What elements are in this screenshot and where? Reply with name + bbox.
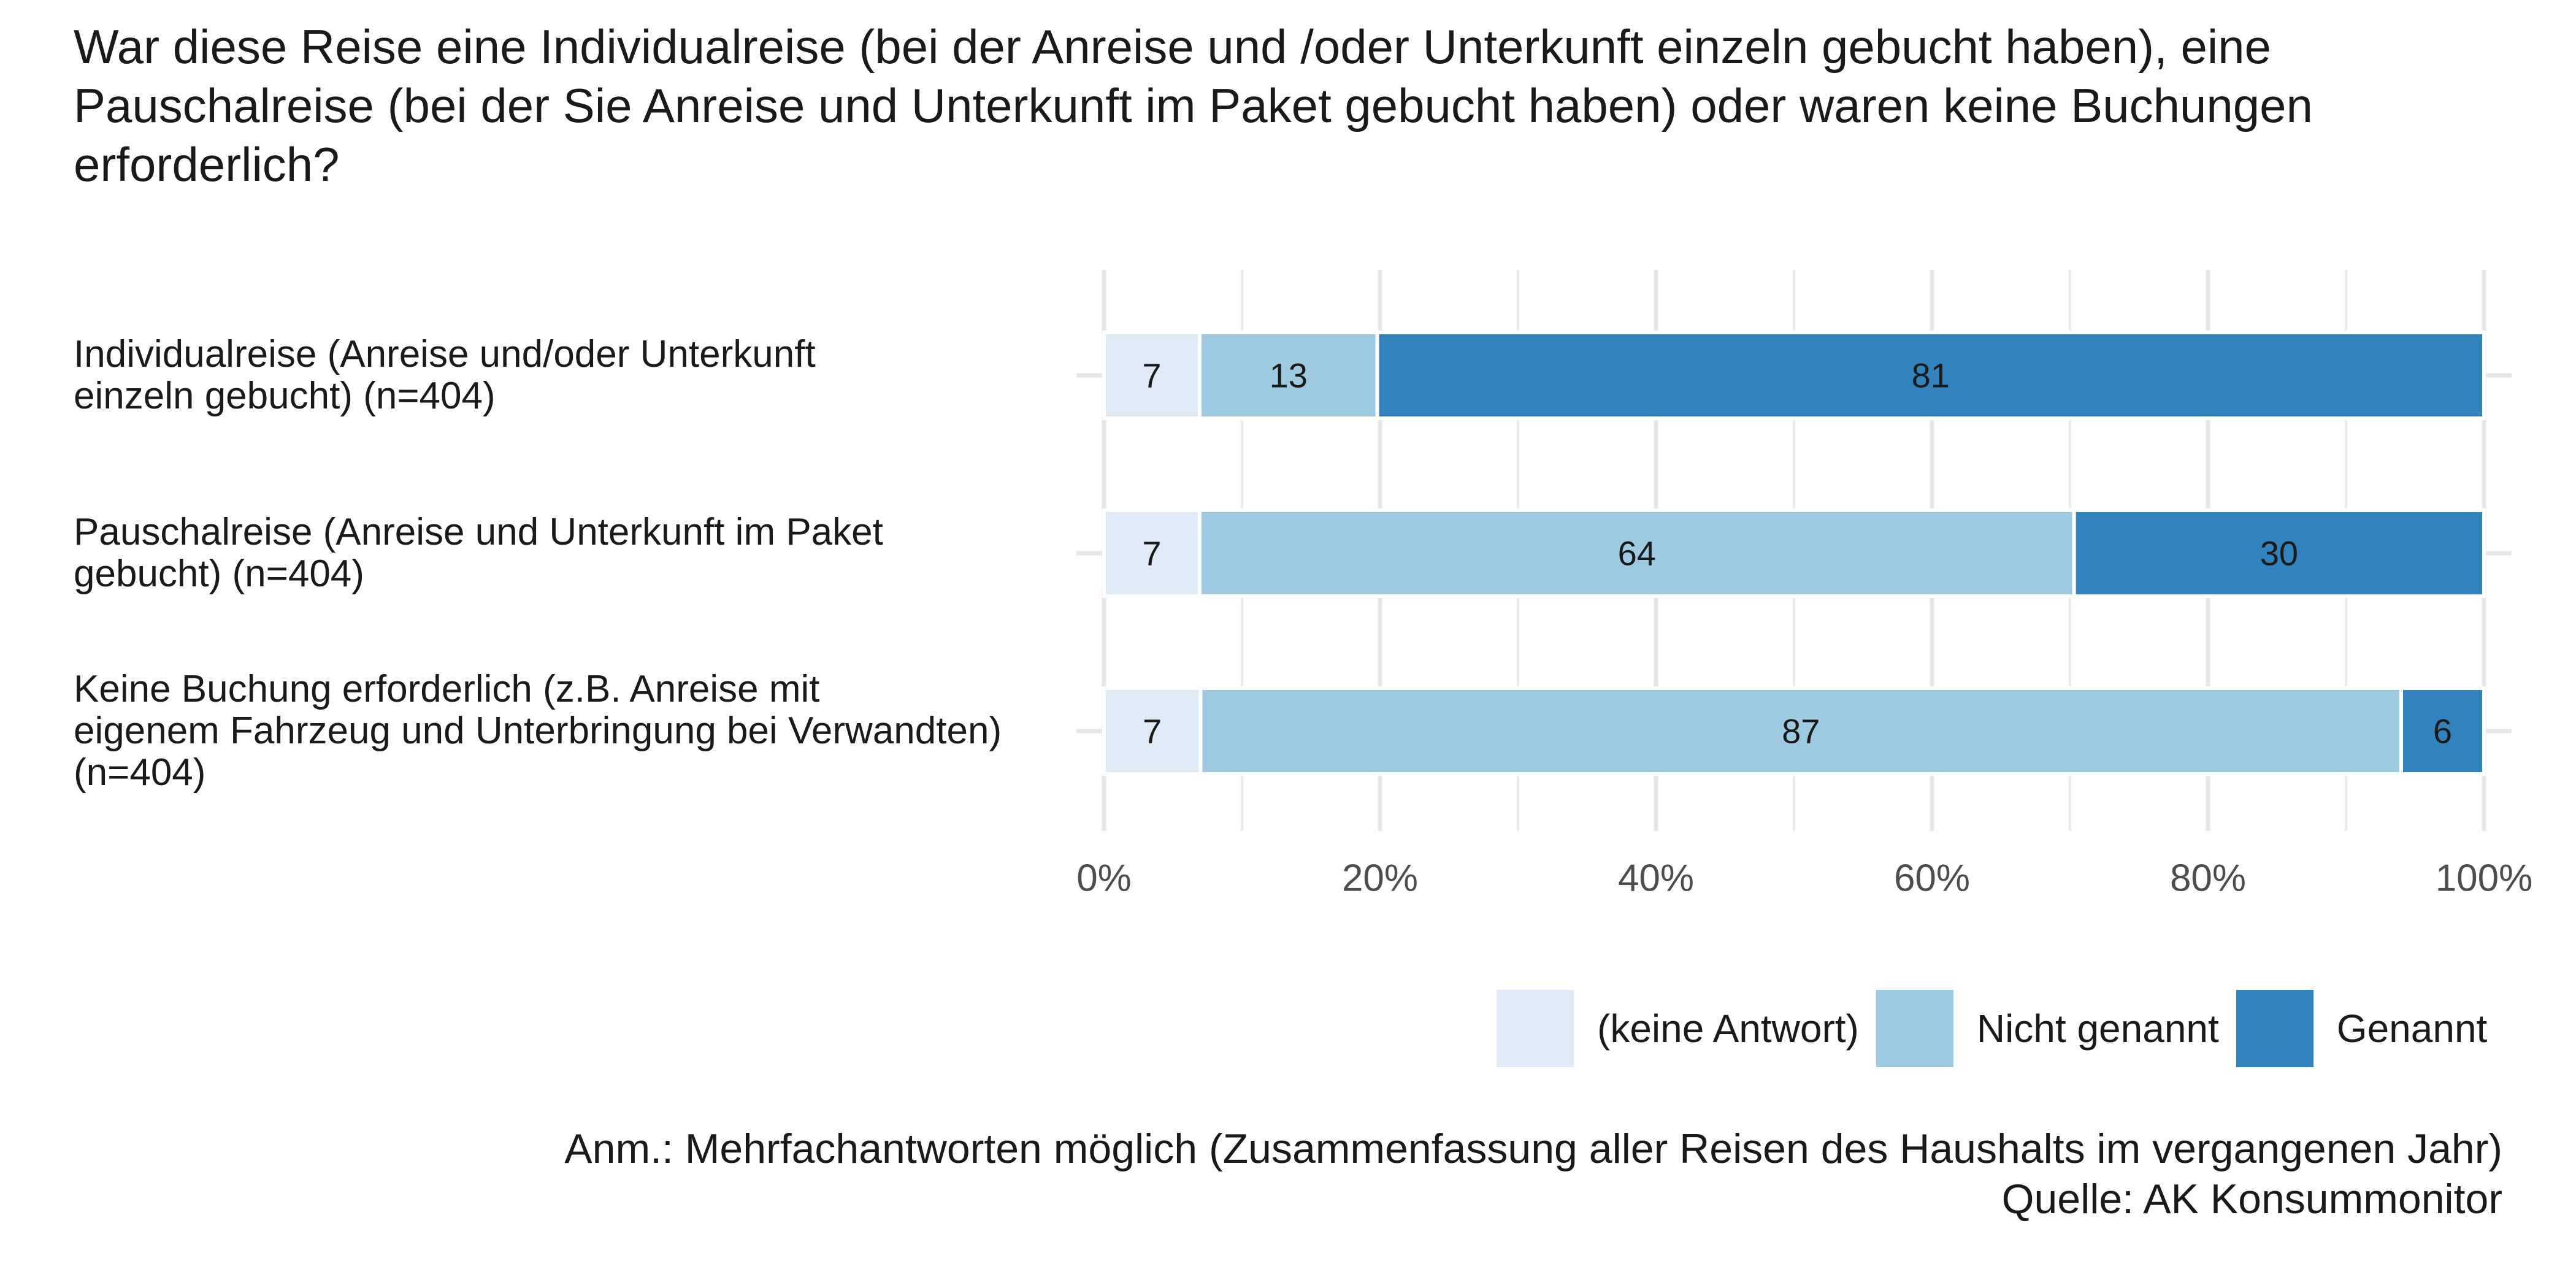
x-tick-label: 40%	[1618, 857, 1694, 900]
footnote-source: Quelle: AK Konsummonitor	[2001, 1176, 2502, 1222]
legend-label-keine-antwort: (keine Antwort)	[1597, 1006, 1859, 1051]
chart-plot: 7 13 81 7 64 30 7 87 6 0% 20% 40% 60% 80% 100%	[1076, 270, 2532, 900]
x-tick-label: 80%	[2170, 857, 2246, 900]
bar-label-genannt-2: 6	[2433, 712, 2452, 751]
legend-label-nicht-genannt: Nicht genannt	[1976, 1006, 2219, 1051]
category-label-individualreise: Individualreise (Anreise und/oder Unterk…	[74, 333, 816, 417]
category-label-keine-buchung: Keine Buchung erforderlich (z.B. Anreise…	[74, 668, 1002, 794]
legend-swatch-genannt	[2236, 990, 2313, 1067]
category-label-pauschalreise: Pauschalreise (Anreise und Unterkunft im…	[74, 511, 883, 595]
bar-keine-antwort-2	[1102, 686, 1203, 776]
bar-labels: 7 13 81 7 64 30 7 87 6	[1142, 356, 2452, 751]
bar-nicht-genannt-0	[1197, 331, 1379, 420]
bar-label-nicht-genannt-1: 64	[1618, 534, 1656, 573]
bars	[1102, 331, 2486, 776]
bar-label-keine-antwort-1: 7	[1142, 534, 1161, 573]
bar-keine-antwort-0	[1102, 331, 1202, 420]
x-tick-label: 0%	[1076, 857, 1132, 900]
legend-label-genannt: Genannt	[2336, 1006, 2488, 1051]
bar-nicht-genannt-1	[1197, 508, 2076, 598]
bar-label-nicht-genannt-2: 87	[1782, 712, 1820, 751]
legend: (keine Antwort) Nicht genannt Genannt	[1497, 989, 2504, 1068]
bar-label-nicht-genannt-0: 13	[1270, 356, 1308, 395]
footnote-note: Anm.: Mehrfachantworten möglich (Zusamme…	[564, 1125, 2502, 1172]
bar-genannt-0	[1375, 331, 2486, 420]
bar-label-keine-antwort-2: 7	[1143, 712, 1162, 751]
bar-genannt-2	[2399, 686, 2486, 776]
legend-item-nicht-genannt: Nicht genannt	[1876, 990, 2219, 1067]
legend-swatch-nicht-genannt	[1876, 990, 1953, 1067]
x-axis-ticks: 0% 20% 40% 60% 80% 100%	[1076, 857, 2532, 900]
chart-title: War diese Reise eine Individualreise (be…	[74, 20, 2313, 191]
legend-item-genannt: Genannt	[2236, 990, 2488, 1067]
x-tick-label: 100%	[2436, 857, 2533, 900]
bar-genannt-1	[2072, 508, 2486, 598]
category-labels: Individualreise (Anreise und/oder Unterk…	[74, 0, 1086, 1288]
bar-label-keine-antwort-0: 7	[1142, 356, 1161, 395]
legend-swatch-keine-antwort	[1497, 990, 1574, 1067]
x-tick-label: 20%	[1342, 857, 1418, 900]
footnote: Anm.: Mehrfachantworten möglich (Zusamme…	[564, 1124, 2502, 1224]
legend-item-keine-antwort: (keine Antwort)	[1497, 990, 1859, 1067]
x-tick-label: 60%	[1894, 857, 1970, 900]
bar-label-genannt-0: 81	[1912, 356, 1950, 395]
bar-label-genannt-1: 30	[2260, 534, 2298, 573]
